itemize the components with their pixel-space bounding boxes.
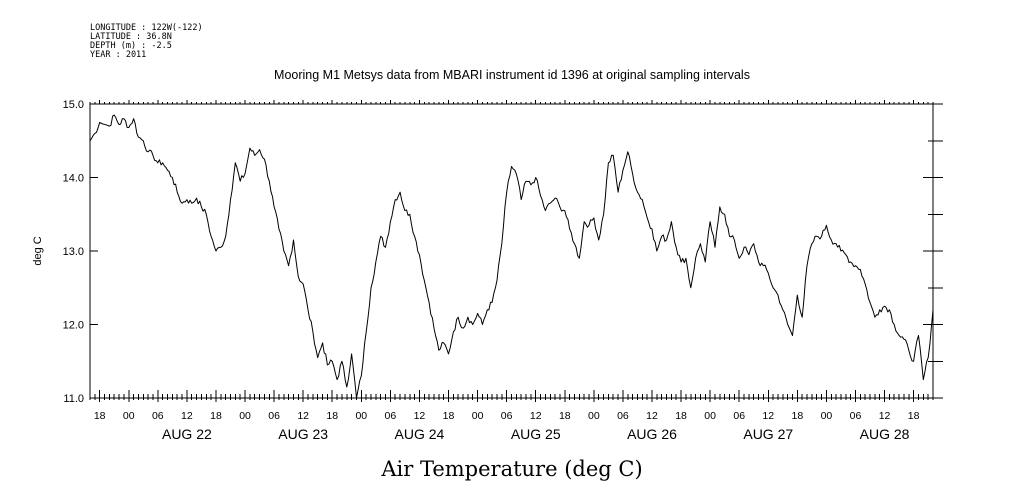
year-label: YEAR : 2011 [90,50,146,60]
x-tick-labels: 18 00 06 12 18 00 06 12 18 00 06 12 18 00 06 12 18 00 06 12… [94,410,920,422]
x-hour-tick-label: 06 [850,410,862,422]
x-day-label: AUG 28 [860,426,910,442]
x-day-label: AUG 26 [627,426,677,442]
x-hour-tick-label: 18 [94,410,106,422]
series-line [89,114,934,399]
x-day-label: AUG 24 [395,426,445,442]
y-tick-label: 12.0 [63,320,84,332]
y-axis-label: deg C [32,236,44,265]
x-hour-tick-label: 06 [617,410,629,422]
y-tick-label: 15.0 [63,99,84,111]
x-hour-tick-label: 18 [908,410,920,422]
x-hour-tick-label: 18 [443,410,455,422]
x-hour-tick-label: 12 [414,410,426,422]
chart-title: Mooring M1 Metsys data from MBARI instru… [274,68,750,82]
x-hour-tick-label: 12 [879,410,891,422]
x-hour-tick-label: 06 [733,410,745,422]
x-hour-tick-label: 06 [152,410,164,422]
axes-group [89,100,943,402]
x-hour-tick-label: 00 [588,410,600,422]
x-day-labels: AUG 22 AUG 23 AUG 24 AUG 25 AUG 26 AUG 27 AUG … [162,426,910,442]
x-day-label: AUG 25 [511,426,561,442]
x-hour-tick-label: 06 [268,410,280,422]
metadata-block: LONGITUDE : 122W(-122) LATITUDE : 36.8N … [90,23,203,60]
x-hour-tick-label: 18 [559,410,571,422]
series-group [89,114,934,399]
x-hour-tick-label: 00 [355,410,367,422]
x-hour-tick-label: 06 [385,410,397,422]
x-day-label: AUG 27 [743,426,793,442]
x-hour-tick-label: 18 [326,410,338,422]
depth-label: DEPTH (m) : -2.5 [90,41,172,51]
latitude-label: LATITUDE : 36.8N [90,32,172,42]
y-tick-label: 14.0 [63,173,84,185]
x-hour-tick-label: 00 [123,410,135,422]
x-hour-tick-label: 12 [762,410,774,422]
x-axis-label: Air Temperature (deg C) [380,457,642,481]
y-tick-label: 13.0 [63,246,84,258]
x-day-label: AUG 23 [278,426,328,442]
x-hour-tick-label: 12 [646,410,658,422]
x-hour-tick-label: 06 [501,410,513,422]
x-hour-tick-label: 12 [530,410,542,422]
x-hour-tick-label: 12 [297,410,309,422]
x-hour-tick-label: 18 [675,410,687,422]
y-tick-label: 11.0 [63,393,84,405]
x-hour-tick-label: 00 [821,410,833,422]
x-hour-tick-label: 12 [181,410,193,422]
x-hour-tick-label: 00 [704,410,716,422]
x-day-label: AUG 22 [162,426,212,442]
longitude-label: LONGITUDE : 122W(-122) [90,23,203,33]
x-hour-tick-label: 18 [210,410,222,422]
x-hour-tick-label: 00 [472,410,484,422]
x-hour-tick-label: 00 [239,410,251,422]
y-tick-labels: 11.0 12.0 13.0 14.0 15.0 [63,99,84,405]
x-hour-tick-label: 18 [792,410,804,422]
